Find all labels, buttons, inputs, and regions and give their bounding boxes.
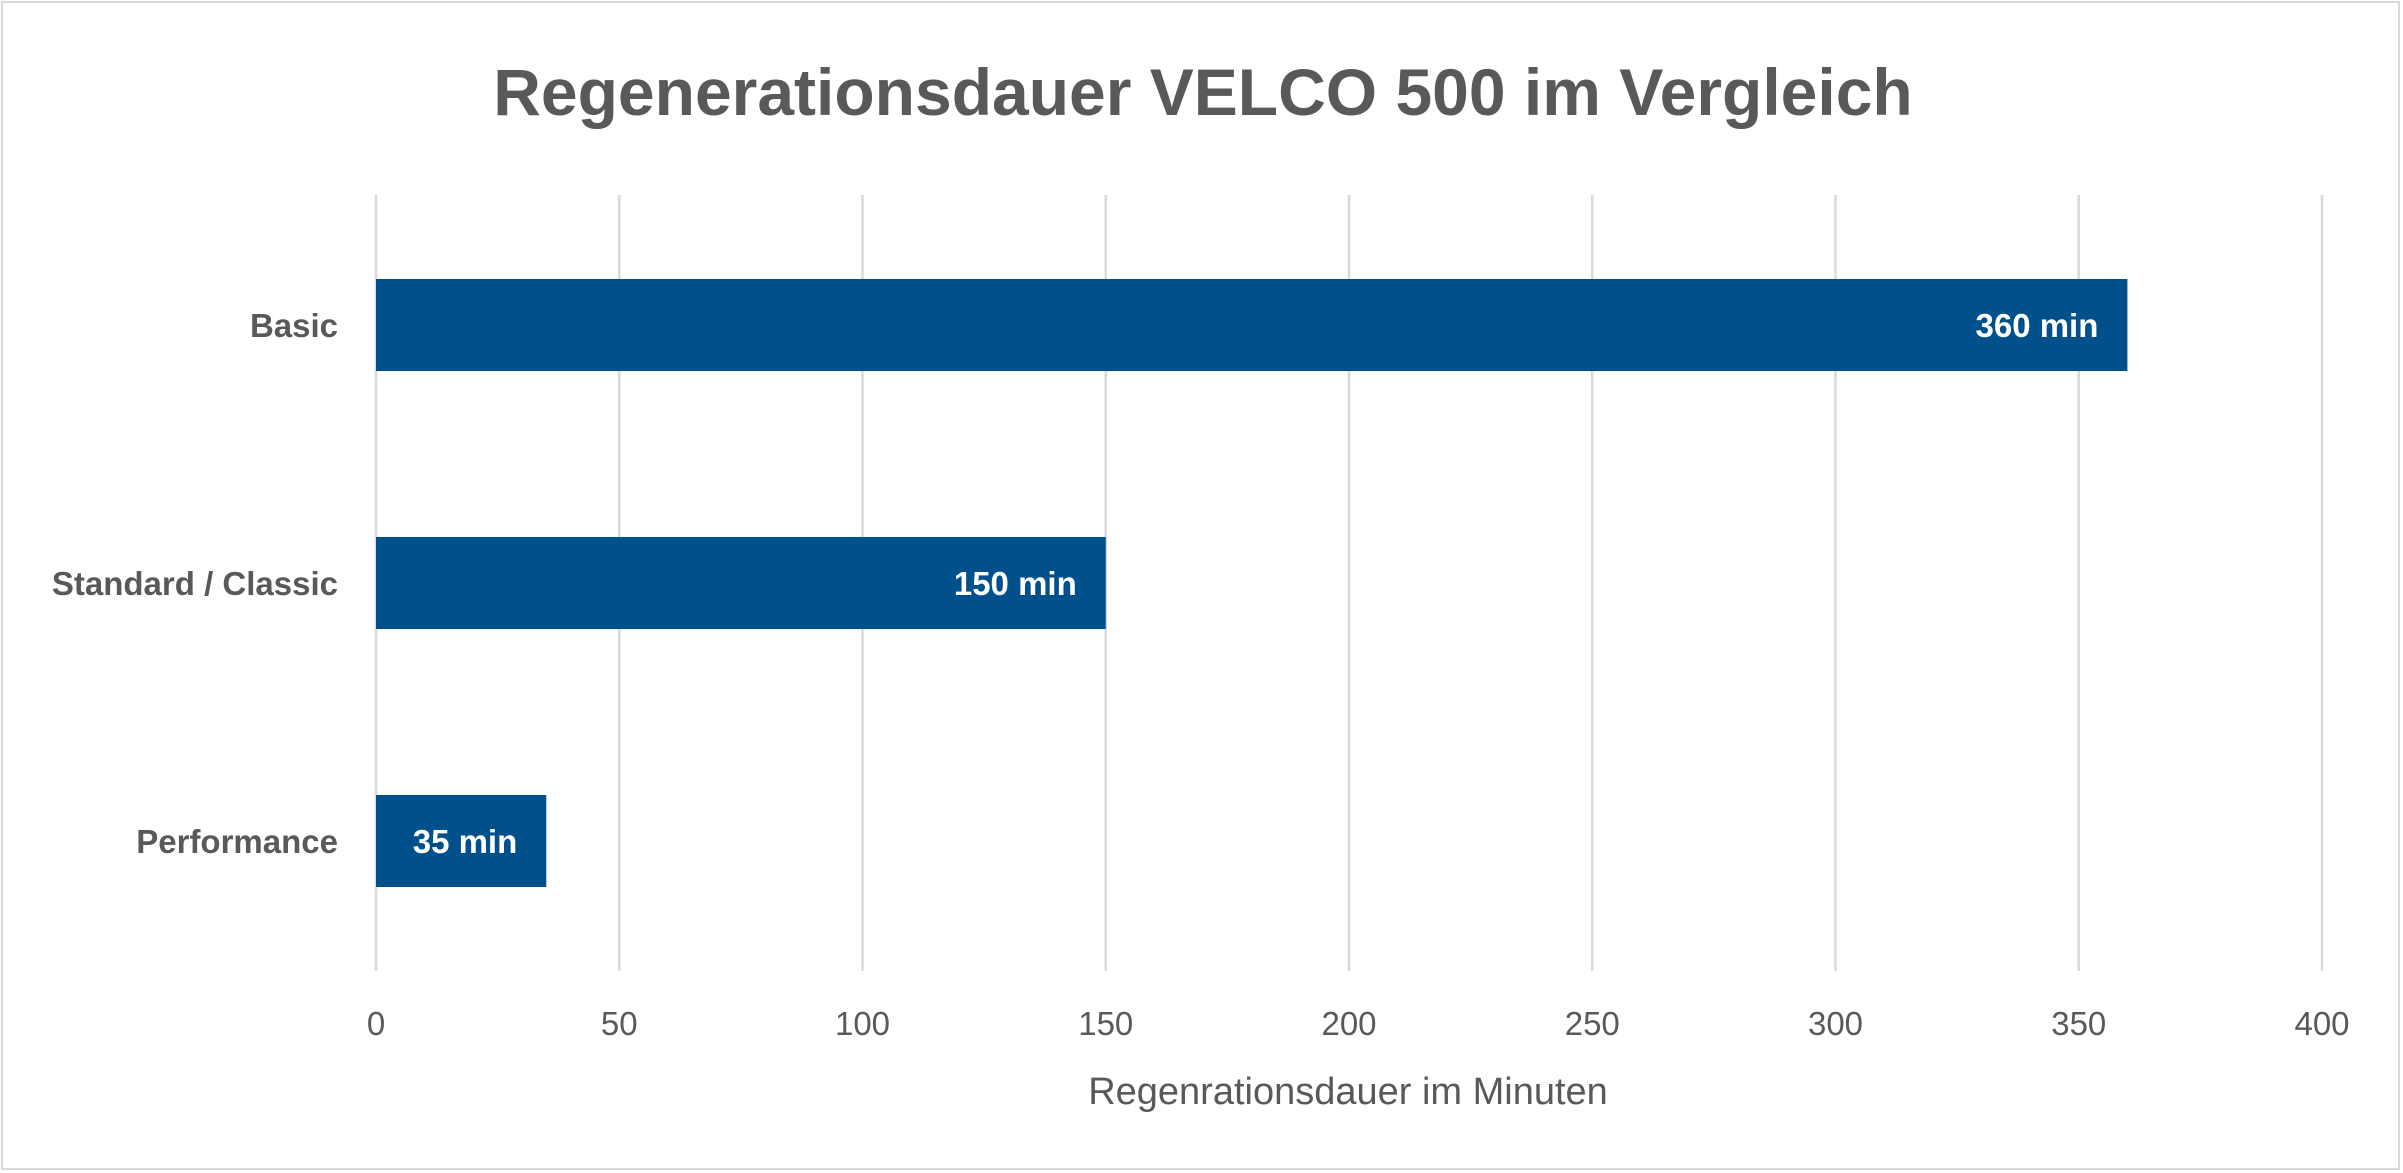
data-label: 150 min bbox=[954, 565, 1077, 602]
bar-performance bbox=[376, 795, 547, 887]
data-label: 35 min bbox=[413, 823, 518, 860]
x-tick-label: 300 bbox=[1808, 1005, 1863, 1042]
x-tick-label: 150 bbox=[1078, 1005, 1133, 1042]
bars: 360 min 150 min 35 min bbox=[376, 279, 2128, 887]
x-tick-label: 400 bbox=[2294, 1005, 2349, 1042]
x-axis-title: Regenrationsdauer im Minuten bbox=[1088, 1071, 1608, 1113]
data-label: 360 min bbox=[1975, 307, 2098, 344]
x-tick-label: 0 bbox=[367, 1005, 385, 1042]
bar-standard-classic bbox=[376, 537, 1106, 629]
category-labels: Basic Standard / Classic Performance bbox=[52, 307, 338, 860]
category-label: Basic bbox=[250, 307, 338, 344]
x-tick-label: 250 bbox=[1565, 1005, 1620, 1042]
bar-chart: Regenerationsdauer VELCO 500 im Vergleic… bbox=[52, 55, 2350, 1113]
category-label: Standard / Classic bbox=[52, 565, 338, 602]
x-tick-label: 350 bbox=[2051, 1005, 2106, 1042]
x-tick-label: 50 bbox=[601, 1005, 638, 1042]
x-tick-label: 200 bbox=[1321, 1005, 1376, 1042]
x-tick-label: 100 bbox=[835, 1005, 890, 1042]
bar-basic bbox=[376, 279, 2128, 371]
chart-title: Regenerationsdauer VELCO 500 im Vergleic… bbox=[493, 55, 1913, 129]
category-label: Performance bbox=[136, 823, 338, 860]
x-axis-tick-labels: 0 50 100 150 200 250 300 350 400 bbox=[367, 1005, 2350, 1042]
